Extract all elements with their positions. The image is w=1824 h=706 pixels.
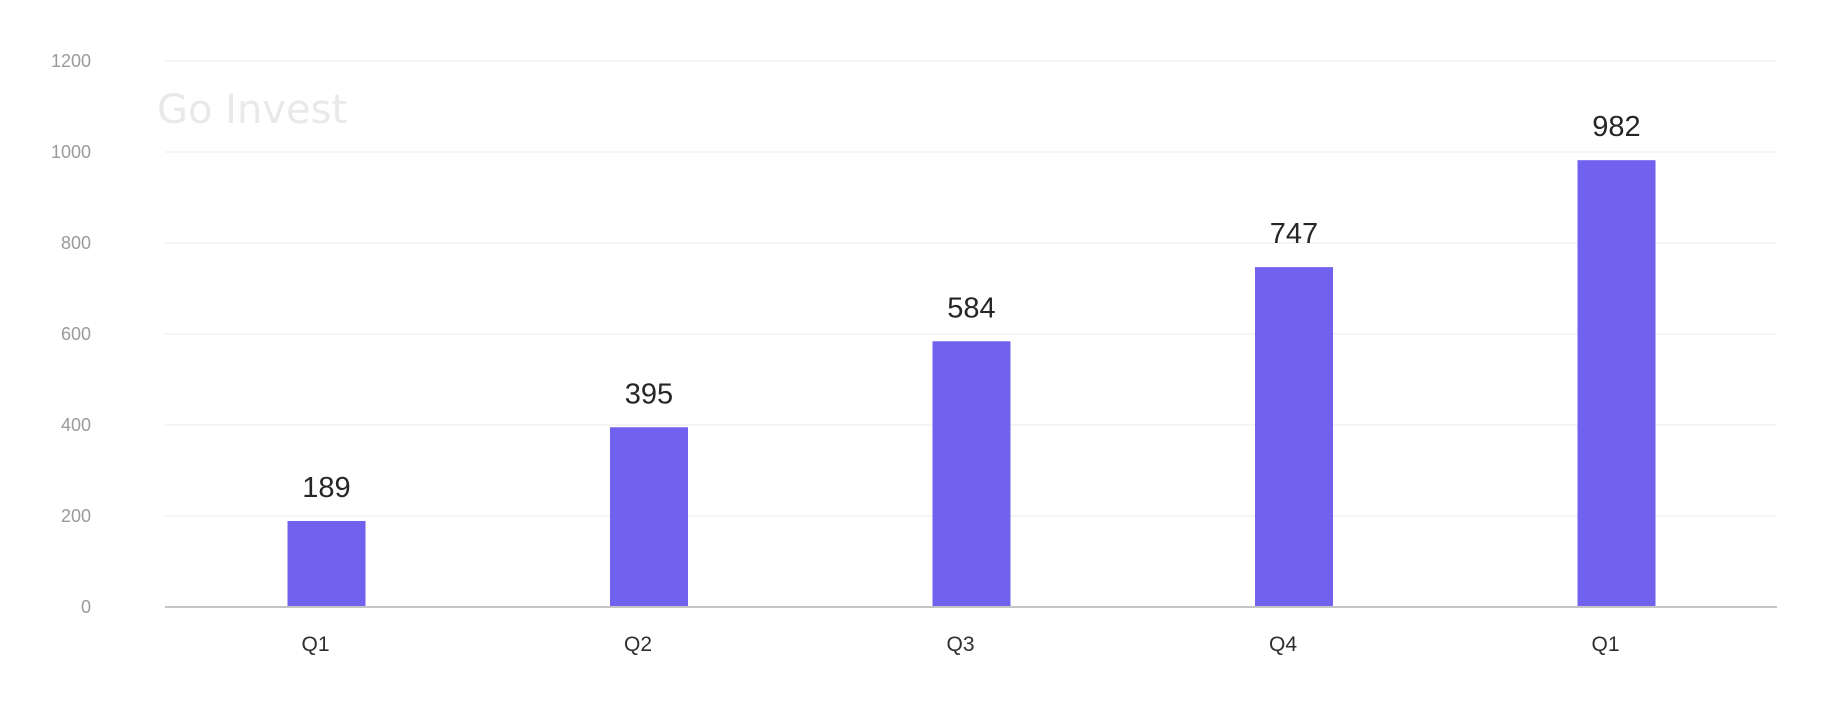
y-tick-label: 1200 xyxy=(51,51,91,71)
bar-value-label: 395 xyxy=(625,378,673,410)
y-tick-label: 800 xyxy=(61,233,91,253)
x-category-label: Q2 xyxy=(624,633,652,656)
bar xyxy=(1577,160,1656,607)
bar-value-label: 584 xyxy=(947,292,995,324)
y-tick-label: 0 xyxy=(81,597,91,617)
go-invest-watermark-logo: Go Invest xyxy=(157,87,347,133)
bars xyxy=(287,160,1656,607)
data-labels: 189 395 584 747 982 xyxy=(302,111,1640,504)
x-category-label: Q1 xyxy=(1591,633,1619,656)
x-category-label: Q4 xyxy=(1269,633,1297,656)
y-tick-label: 400 xyxy=(61,415,91,435)
bar-value-label: 747 xyxy=(1270,218,1318,250)
bar xyxy=(287,521,366,607)
x-axis-category-labels: Q1 Q2 Q3 Q4 Q1 xyxy=(301,633,1619,656)
bar-value-label: 982 xyxy=(1592,111,1640,143)
y-axis-tick-labels: 0 200 400 600 800 1000 1200 xyxy=(51,51,91,617)
y-tick-label: 200 xyxy=(61,506,91,526)
bar xyxy=(610,427,688,607)
y-tick-label: 1000 xyxy=(51,142,91,162)
y-tick-label: 600 xyxy=(61,324,91,344)
bar xyxy=(1255,267,1333,607)
gridlines xyxy=(165,60,1777,517)
bar xyxy=(932,341,1011,607)
x-category-label: Q1 xyxy=(301,633,329,656)
x-category-label: Q3 xyxy=(946,633,974,656)
bar-value-label: 189 xyxy=(302,472,350,504)
